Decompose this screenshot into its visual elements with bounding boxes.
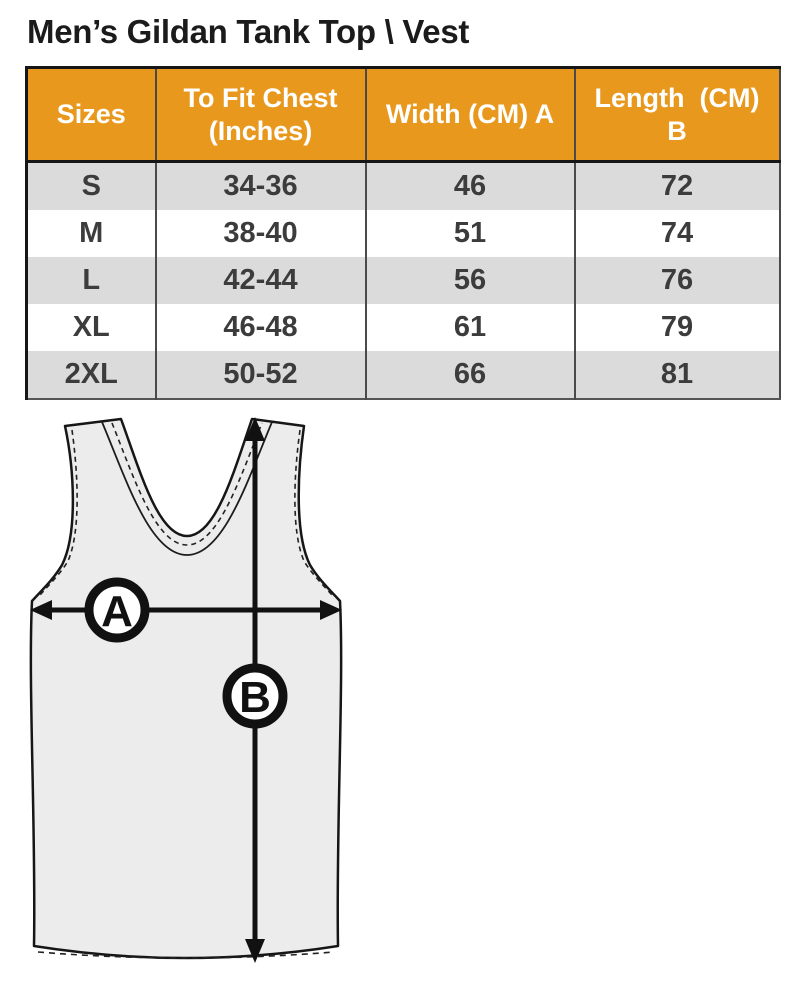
width-cell: 56	[364, 257, 575, 304]
table-row: S 34-36 46 72	[26, 161, 780, 210]
header-line: To Fit Chest	[183, 82, 338, 113]
arrowhead-left	[30, 600, 52, 620]
table-row: 2XL 50-52 66 81	[26, 351, 780, 399]
arrowhead-down	[245, 939, 265, 963]
length-cell: 74	[573, 210, 780, 257]
chest-cell: 50-52	[154, 351, 366, 399]
size-cell: 2XL	[26, 351, 156, 399]
header-line: Length (CM)	[594, 82, 760, 113]
column-header-chest: To Fit Chest (Inches)	[154, 67, 366, 163]
chest-cell: 42-44	[154, 257, 366, 304]
chest-cell: 34-36	[154, 161, 366, 210]
width-cell: 46	[364, 161, 575, 210]
length-cell: 72	[573, 161, 780, 210]
length-label-circle: B	[222, 663, 288, 729]
tank-top-svg: A B	[29, 417, 343, 963]
size-cell: XL	[26, 304, 156, 351]
header-line: Width (CM) A	[385, 99, 555, 129]
width-cell: 51	[364, 210, 575, 257]
length-cell: 81	[573, 351, 780, 399]
length-cell: 76	[573, 257, 780, 304]
length-cell: 79	[573, 304, 780, 351]
page-title: Men’s Gildan Tank Top \ Vest	[27, 13, 470, 50]
width-label: A	[101, 587, 133, 636]
size-cell: L	[26, 257, 156, 304]
neck-stitch-dashed	[111, 422, 263, 546]
table-row: M 38-40 51 74	[26, 210, 780, 257]
neck-band-seam	[101, 421, 273, 556]
size-cell: M	[26, 210, 156, 257]
size-chart-table: Sizes To Fit Chest (Inches) Width (CM) A…	[25, 66, 781, 400]
arrowhead-up	[245, 417, 265, 441]
arrowhead-right	[320, 600, 342, 620]
width-cell: 66	[364, 351, 575, 399]
table-row: L 42-44 56 76	[26, 257, 780, 304]
table-row: XL 46-48 61 79	[26, 304, 780, 351]
table-header-row: Sizes To Fit Chest (Inches) Width (CM) A…	[26, 67, 780, 163]
hem-stitch-dashed	[37, 951, 335, 959]
garment-outline	[29, 417, 343, 960]
header-line: B	[667, 115, 687, 146]
size-cell: S	[26, 161, 156, 210]
column-header-width: Width (CM) A	[364, 67, 575, 163]
header-line: Sizes	[56, 99, 126, 129]
chest-cell: 38-40	[154, 210, 366, 257]
header-line: (Inches)	[208, 115, 313, 146]
length-label: B	[239, 673, 271, 722]
column-header-sizes: Sizes	[26, 67, 156, 163]
width-cell: 61	[364, 304, 575, 351]
tank-top-diagram: A B	[28, 413, 348, 985]
width-label-circle: A	[84, 577, 150, 643]
chest-cell: 46-48	[154, 304, 366, 351]
column-header-length: Length (CM) B	[573, 67, 780, 163]
